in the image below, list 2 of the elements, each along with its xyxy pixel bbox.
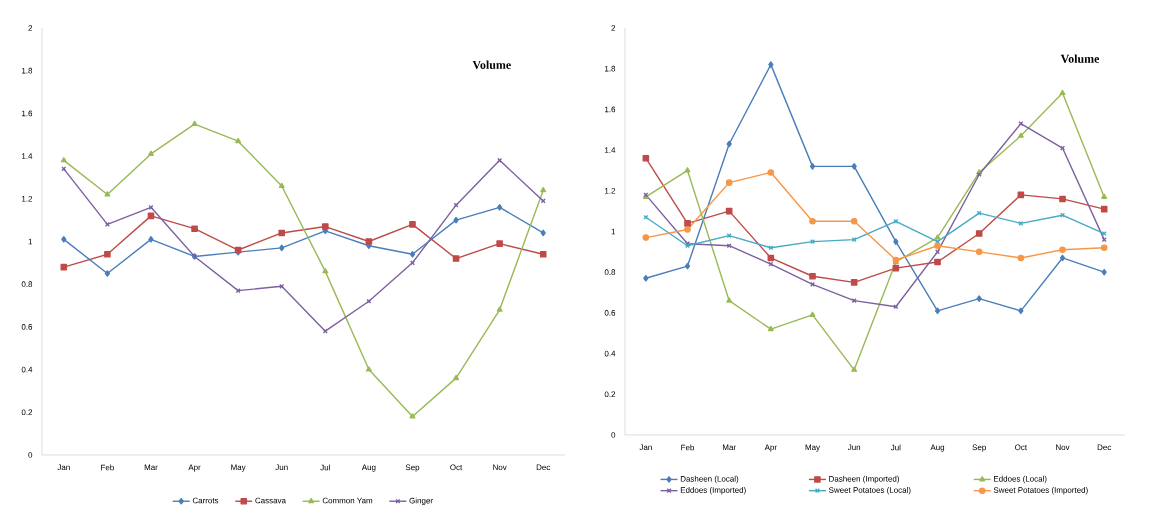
text: Volume <box>472 60 511 69</box>
text: Volume <box>1060 54 1100 63</box>
